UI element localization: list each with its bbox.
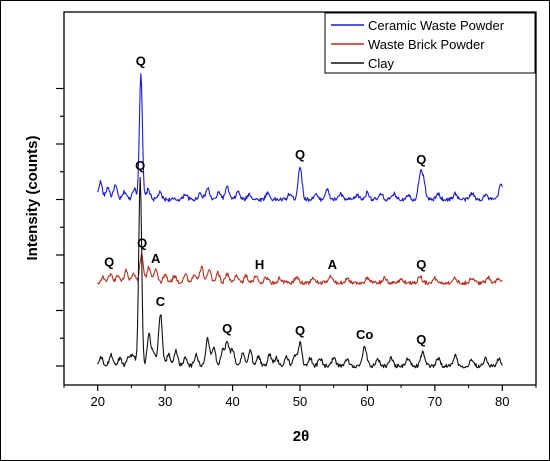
x-tick-label: 80 xyxy=(495,394,509,409)
peak-label: A xyxy=(151,251,161,266)
y-axis-ticks xyxy=(56,87,64,367)
peak-label: Q xyxy=(136,54,146,69)
trace-waste-brick-powder xyxy=(97,252,503,286)
peak-label: A xyxy=(328,257,338,272)
peak-label: Q xyxy=(295,323,305,338)
legend-label-clay: Clay xyxy=(368,56,395,71)
peak-label: Q xyxy=(295,147,305,162)
peak-label: Q xyxy=(137,236,147,251)
x-tick-label: 60 xyxy=(360,394,374,409)
peak-label: C xyxy=(156,294,166,309)
peak-label: Q xyxy=(135,158,145,173)
legend: Ceramic Waste Powder Waste Brick Powder … xyxy=(324,12,536,74)
x-axis-title: 2θ xyxy=(293,428,309,445)
x-tick-label: 40 xyxy=(225,394,239,409)
trace-ceramic-waste-powder xyxy=(97,73,503,202)
legend-label-ceramic: Ceramic Waste Powder xyxy=(368,18,505,33)
x-axis-ticks: 20 30 40 50 60 70 80 xyxy=(63,385,537,409)
y-axis-title: Intensity (counts) xyxy=(24,135,41,260)
peak-label: Q xyxy=(416,152,426,167)
peak-label: Q xyxy=(222,321,232,336)
trace-clay xyxy=(97,176,503,369)
peak-label: Q xyxy=(104,255,114,270)
series-traces xyxy=(97,73,503,369)
x-tick-label: 20 xyxy=(90,394,104,409)
peak-label: H xyxy=(255,257,264,272)
peak-label: Q xyxy=(416,332,426,347)
x-tick-label: 50 xyxy=(293,394,307,409)
peak-label: Co xyxy=(356,327,373,342)
legend-label-brick: Waste Brick Powder xyxy=(368,37,485,52)
x-tick-label: 70 xyxy=(428,394,442,409)
peak-label: Q xyxy=(416,257,426,272)
x-tick-label: 30 xyxy=(158,394,172,409)
